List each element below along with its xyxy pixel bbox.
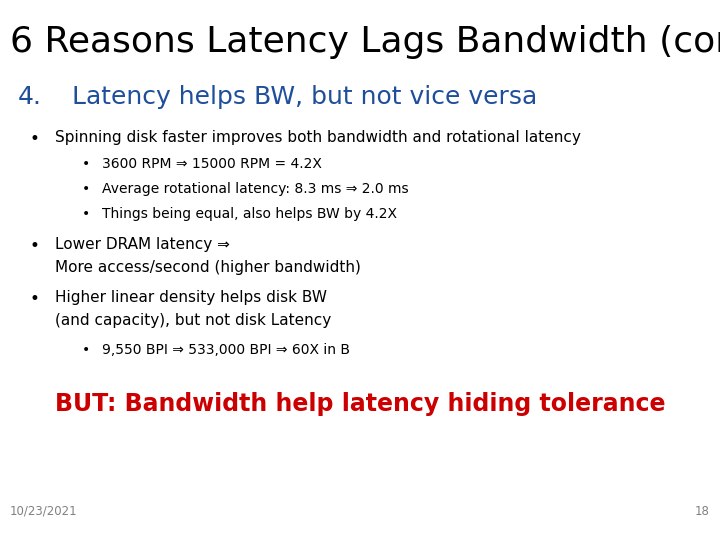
Text: Latency helps BW, but not vice versa: Latency helps BW, but not vice versa — [72, 85, 537, 109]
Text: More access/second (higher bandwidth): More access/second (higher bandwidth) — [55, 260, 361, 275]
Text: •: • — [82, 157, 90, 171]
Text: •: • — [82, 343, 90, 357]
Text: Higher linear density helps disk BW: Higher linear density helps disk BW — [55, 290, 327, 305]
Text: •: • — [30, 290, 40, 308]
Text: •: • — [30, 237, 40, 255]
Text: BUT: Bandwidth help latency hiding tolerance: BUT: Bandwidth help latency hiding toler… — [55, 392, 665, 416]
Text: 18: 18 — [695, 505, 710, 518]
Text: 4.: 4. — [18, 85, 42, 109]
Text: •: • — [30, 130, 40, 148]
Text: 6 Reasons Latency Lags Bandwidth (cont’d): 6 Reasons Latency Lags Bandwidth (cont’d… — [10, 25, 720, 59]
Text: 10/23/2021: 10/23/2021 — [10, 505, 78, 518]
Text: (and capacity), but not disk Latency: (and capacity), but not disk Latency — [55, 313, 331, 328]
Text: Spinning disk faster improves both bandwidth and rotational latency: Spinning disk faster improves both bandw… — [55, 130, 581, 145]
Text: •: • — [82, 207, 90, 221]
Text: Average rotational latency: 8.3 ms ⇒ 2.0 ms: Average rotational latency: 8.3 ms ⇒ 2.0… — [102, 182, 409, 196]
Text: Things being equal, also helps BW by 4.2X: Things being equal, also helps BW by 4.2… — [102, 207, 397, 221]
Text: •: • — [82, 182, 90, 196]
Text: 9,550 BPI ⇒ 533,000 BPI ⇒ 60X in B: 9,550 BPI ⇒ 533,000 BPI ⇒ 60X in B — [102, 343, 350, 357]
Text: 3600 RPM ⇒ 15000 RPM = 4.2X: 3600 RPM ⇒ 15000 RPM = 4.2X — [102, 157, 322, 171]
Text: Lower DRAM latency ⇒: Lower DRAM latency ⇒ — [55, 237, 230, 252]
